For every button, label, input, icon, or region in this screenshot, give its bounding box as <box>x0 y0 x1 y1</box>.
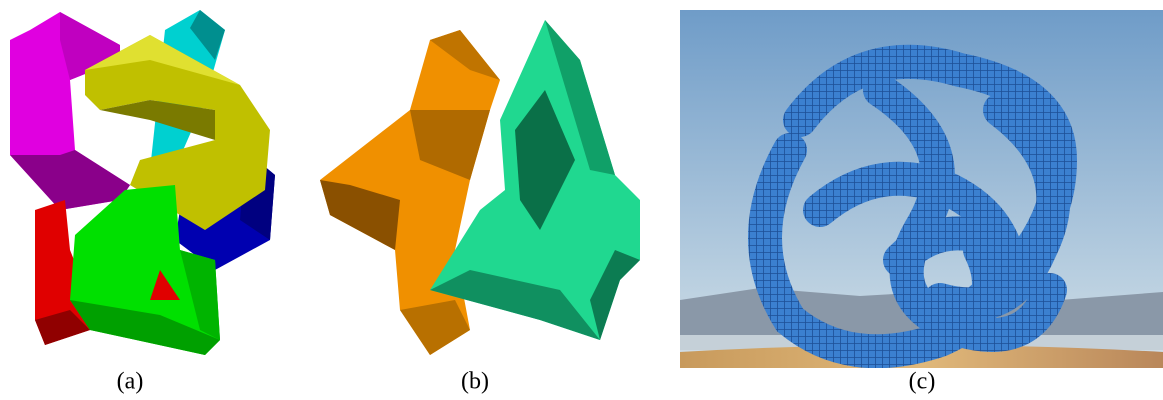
panel-b <box>320 20 640 355</box>
caption: (b) <box>461 369 489 395</box>
panel-a <box>10 10 275 355</box>
caption: (c) <box>909 369 936 395</box>
panel-c-photo <box>680 10 1163 368</box>
caption: (a) <box>117 369 144 395</box>
